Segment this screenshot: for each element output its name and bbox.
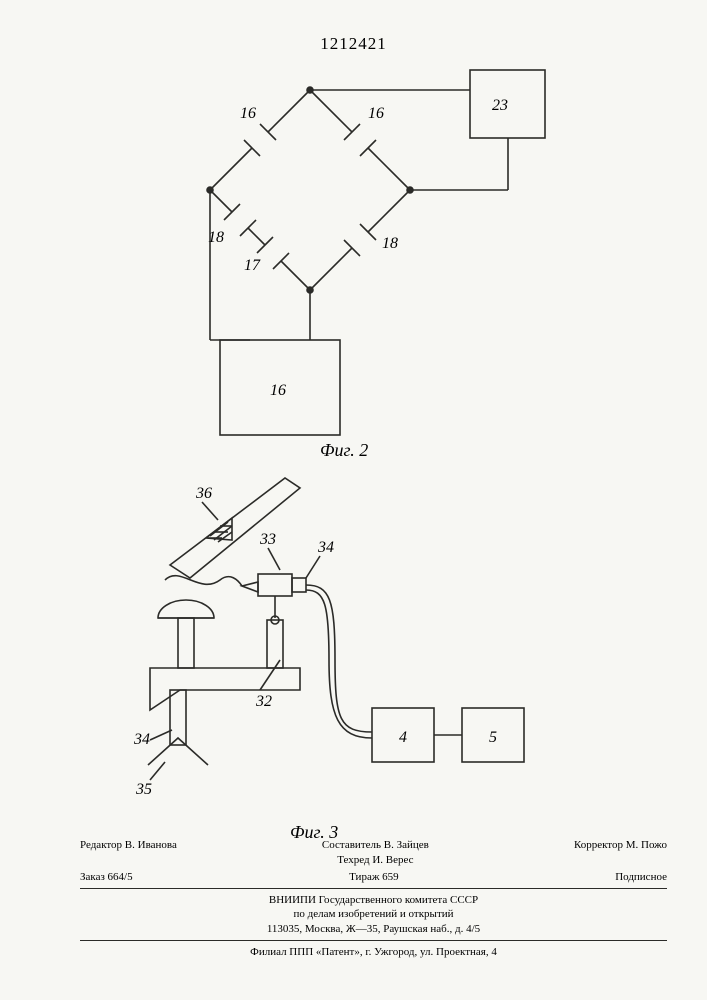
block-16-label: 16	[270, 382, 286, 399]
footer-dept: по делам изобретений и открытий	[80, 907, 667, 922]
fig2-caption: Фиг. 2	[320, 440, 368, 461]
footer-row-print: Заказ 664/5 Тираж 659 Подписное	[80, 870, 667, 889]
footer-row-credits: Редактор В. Иванова Составитель В. Зайце…	[80, 838, 667, 868]
cap-label-17: 17	[244, 257, 261, 274]
order-number: Заказ 664/5	[80, 870, 133, 885]
editor-credit: Редактор В. Иванова	[80, 838, 177, 868]
label-32: 32	[255, 693, 272, 710]
label-34: 34	[317, 539, 334, 556]
footer-org: ВНИИПИ Государственного комитета СССР	[80, 893, 667, 908]
footer-address: 113035, Москва, Ж—35, Раушская наб., д. …	[80, 922, 667, 941]
cap-label-16b: 16	[368, 105, 384, 122]
label-36: 36	[195, 485, 212, 502]
footer-branch: Филиал ППП «Патент», г. Ужгород, ул. Про…	[80, 945, 667, 960]
cap-label-18a: 18	[208, 229, 224, 246]
compiler-tech-credit: Составитель В. Зайцев Техред И. Верес	[177, 838, 574, 868]
patent-page: 1212421	[0, 0, 707, 1000]
subscription: Подписное	[615, 870, 667, 885]
cap-label-18b: 18	[382, 235, 398, 252]
label-34b: 34	[133, 731, 150, 748]
label-33: 33	[259, 531, 276, 548]
label-35: 35	[135, 781, 152, 798]
block-4-label: 4	[399, 729, 407, 746]
block-23-label: 23	[492, 97, 508, 114]
patent-number: 1212421	[0, 34, 707, 54]
cap-label-16a: 16	[240, 105, 256, 122]
print-run: Тираж 659	[349, 870, 399, 885]
footer-colophon: Редактор В. Иванова Составитель В. Зайце…	[80, 838, 667, 960]
block-5-label: 5	[489, 729, 497, 746]
figure-3: 36 33 34 32 34 35 4 5	[110, 460, 550, 820]
figure-2: 16 16 18 17 18 23 16	[100, 60, 560, 440]
corrector-credit: Корректор М. Пожо	[574, 838, 667, 868]
